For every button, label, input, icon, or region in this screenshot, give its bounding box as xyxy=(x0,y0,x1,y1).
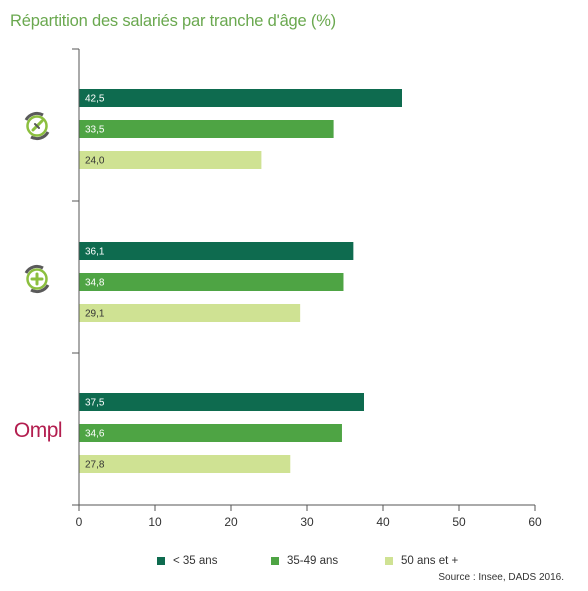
bar-value-label: 42,5 xyxy=(85,94,105,105)
legend-item-lt35: < 35 ans xyxy=(157,555,217,567)
bar xyxy=(79,304,301,322)
legend-swatch xyxy=(385,557,393,565)
legend-label: < 35 ans xyxy=(173,555,218,567)
bar xyxy=(79,120,334,138)
legend-swatch xyxy=(157,557,165,565)
x-tick-label: 50 xyxy=(452,515,466,529)
ompl-logo: Ompl xyxy=(14,419,62,442)
x-tick-label: 30 xyxy=(300,515,314,529)
legend-label: 35-49 ans xyxy=(287,555,339,567)
bar xyxy=(79,89,402,107)
x-tick-label: 0 xyxy=(76,515,83,529)
legend-swatch xyxy=(271,557,279,565)
bar xyxy=(79,393,364,411)
chart-title: Répartition des salariés par tranche d'â… xyxy=(10,12,336,30)
x-tick-label: 20 xyxy=(224,515,238,529)
leaf-circle-icon xyxy=(24,111,50,141)
bar xyxy=(79,242,354,260)
bar-value-label: 34,6 xyxy=(85,429,105,440)
x-tick-label: 40 xyxy=(376,515,390,529)
source-note: Source : Insee, DADS 2016. xyxy=(438,572,564,583)
bar-value-label: 34,8 xyxy=(85,278,105,289)
bar xyxy=(79,151,262,169)
bar-value-label: 36,1 xyxy=(85,247,105,258)
legend-label: 50 ans et + xyxy=(401,555,459,567)
bar xyxy=(79,455,291,473)
bar xyxy=(79,273,344,291)
bar-value-label: 24,0 xyxy=(85,156,105,167)
bar-value-label: 37,5 xyxy=(85,398,105,409)
x-tick-label: 60 xyxy=(528,515,542,529)
bar-value-label: 27,8 xyxy=(85,460,105,471)
bar xyxy=(79,424,342,442)
bar-value-label: 33,5 xyxy=(85,125,105,136)
legend-item-50plus: 50 ans et + xyxy=(385,555,458,567)
legend-item-35-49: 35-49 ans xyxy=(271,555,338,567)
x-tick-label: 10 xyxy=(148,515,162,529)
plus-circle-icon xyxy=(24,264,50,294)
bar-value-label: 29,1 xyxy=(85,309,105,320)
